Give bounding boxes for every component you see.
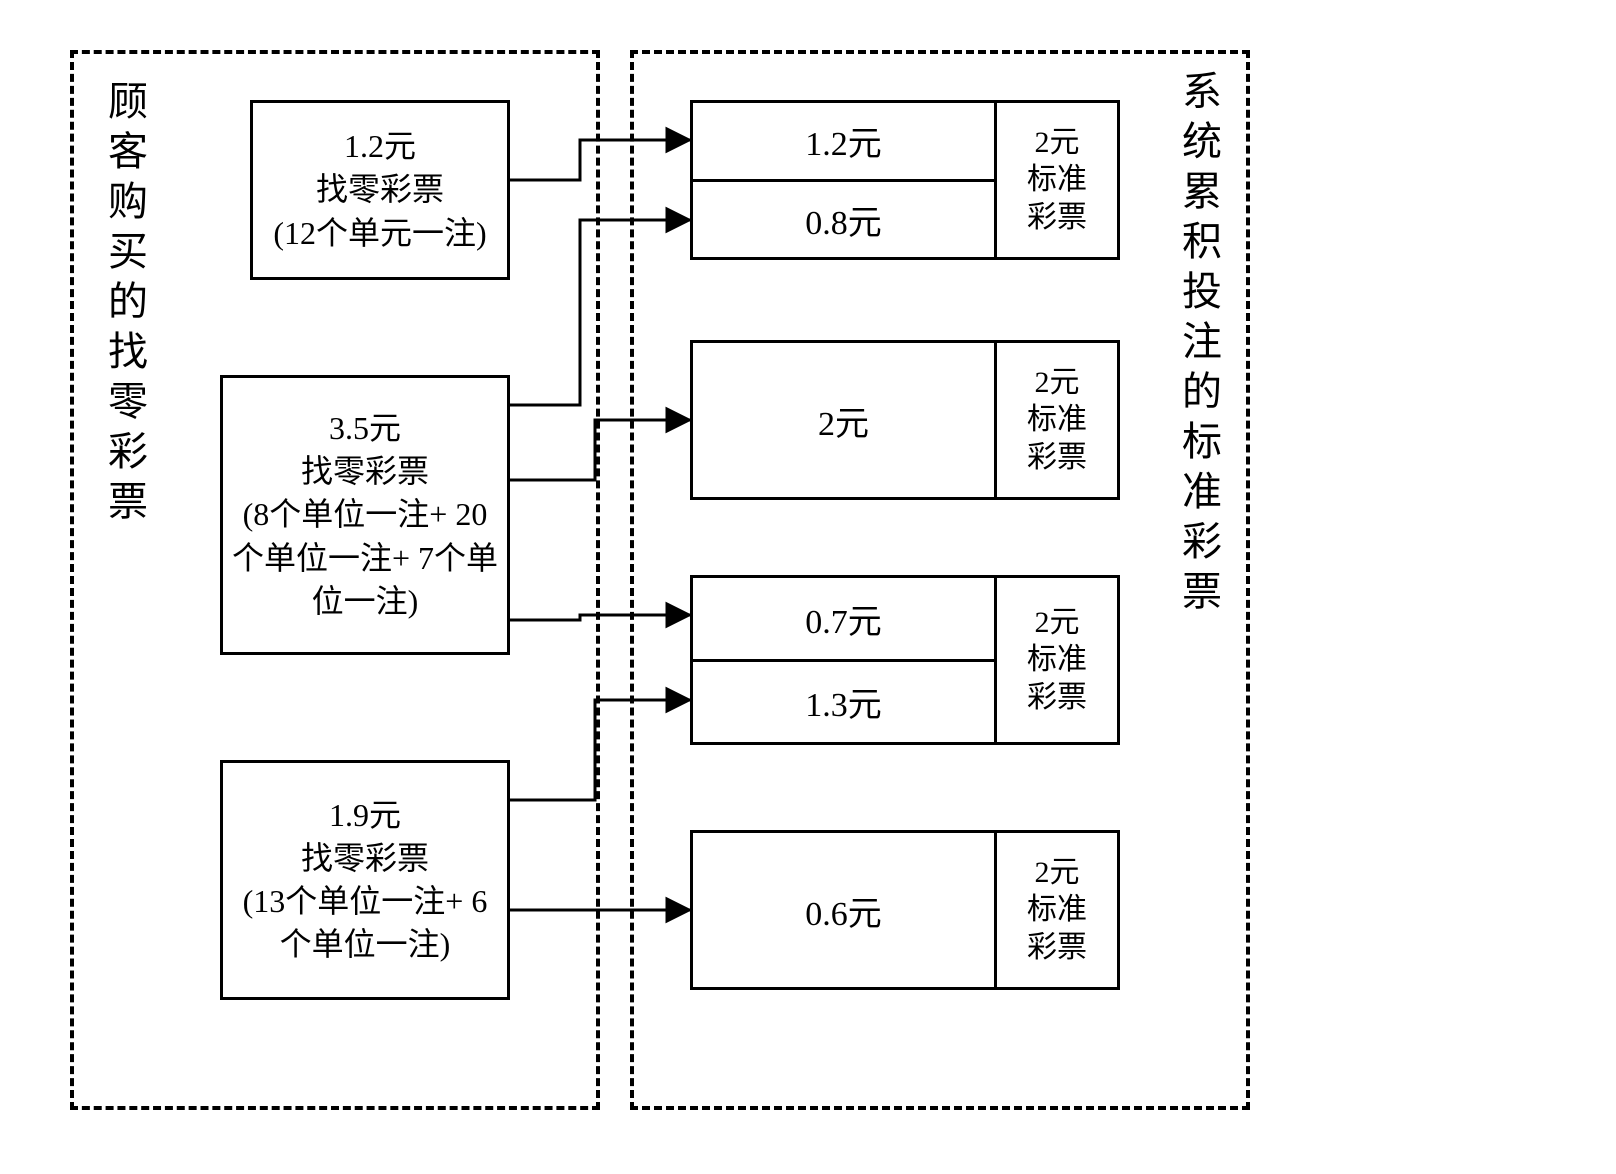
target-ticket: 0.6元2元 标准 彩票 bbox=[690, 830, 1120, 990]
ticket-right-label: 2元 标准 彩票 bbox=[997, 578, 1117, 742]
ticket-left-column: 1.2元0.8元 bbox=[693, 103, 997, 257]
ticket-right-label: 2元 标准 彩票 bbox=[997, 833, 1117, 987]
source-box: 1.9元找零彩票(13个单位一注+ 6个单位一注) bbox=[220, 760, 510, 1000]
source-box-subtitle: 找零彩票 bbox=[259, 168, 501, 211]
ticket-right-label: 2元 标准 彩票 bbox=[997, 103, 1117, 257]
left-panel-label: 顾客购买的找零彩票 bbox=[96, 80, 152, 530]
ticket-value-cell: 0.7元 bbox=[693, 578, 994, 659]
right-panel-label: 系统累积投注的标准彩票 bbox=[1170, 70, 1226, 620]
ticket-left-column: 0.7元1.3元 bbox=[693, 578, 997, 742]
source-box-title: 3.5元 bbox=[229, 407, 501, 450]
ticket-right-label: 2元 标准 彩票 bbox=[997, 343, 1117, 497]
ticket-value-cell: 1.2元 bbox=[693, 103, 994, 179]
source-box: 3.5元找零彩票(8个单位一注+ 20个单位一注+ 7个单位一注) bbox=[220, 375, 510, 655]
ticket-value-cell: 0.6元 bbox=[693, 833, 994, 987]
ticket-left-column: 2元 bbox=[693, 343, 997, 497]
source-box-title: 1.9元 bbox=[229, 794, 501, 837]
source-box-subtitle: 找零彩票 bbox=[229, 837, 501, 880]
target-ticket: 0.7元1.3元2元 标准 彩票 bbox=[690, 575, 1120, 745]
ticket-value-cell: 2元 bbox=[693, 343, 994, 497]
source-box: 1.2元找零彩票(12个单元一注) bbox=[250, 100, 510, 280]
ticket-left-column: 0.6元 bbox=[693, 833, 997, 987]
source-box-detail: (13个单位一注+ 6个单位一注) bbox=[229, 880, 501, 966]
target-ticket: 1.2元0.8元2元 标准 彩票 bbox=[690, 100, 1120, 260]
source-box-detail: (12个单元一注) bbox=[259, 212, 501, 255]
ticket-value-cell: 0.8元 bbox=[693, 179, 994, 258]
ticket-value-cell: 1.3元 bbox=[693, 659, 994, 743]
source-box-subtitle: 找零彩票 bbox=[229, 450, 501, 493]
source-box-title: 1.2元 bbox=[259, 125, 501, 168]
target-ticket: 2元2元 标准 彩票 bbox=[690, 340, 1120, 500]
source-box-detail: (8个单位一注+ 20个单位一注+ 7个单位一注) bbox=[229, 493, 501, 623]
